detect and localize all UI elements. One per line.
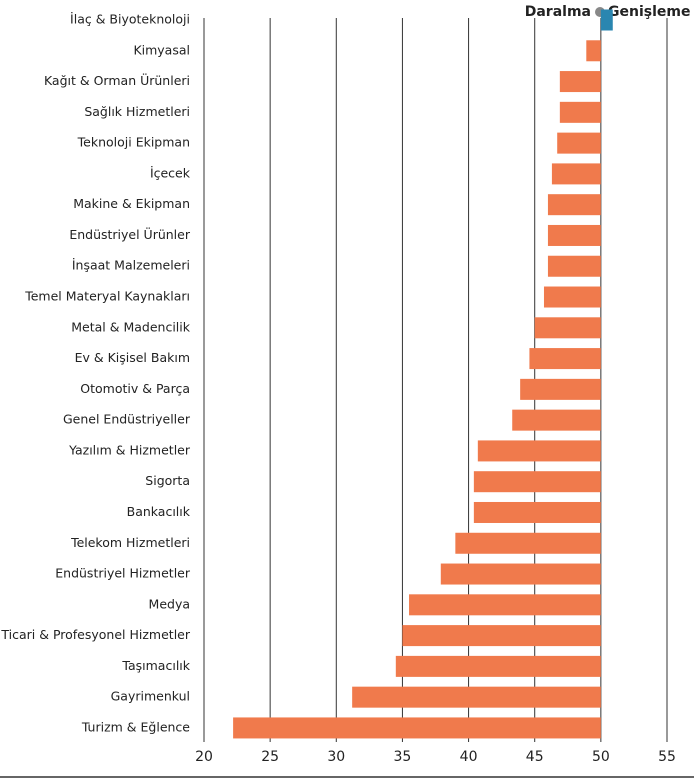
y-tick-label: Yazılım & Hizmetler [68,442,191,457]
bar [512,409,601,431]
y-tick-label: Metal & Madencilik [71,319,190,334]
y-tick-label: İlaç & Biyoteknoloji [70,12,190,27]
legend-above: Genişleme [608,4,690,20]
x-tick-label: 30 [327,749,345,765]
bar [600,9,613,31]
bar [233,717,601,739]
bar [534,317,601,339]
x-tick-label: 50 [592,749,610,765]
bar [547,255,601,277]
y-tick-label: Teknoloji Ekipman [77,135,190,150]
y-tick-label: Telekom Hizmetleri [70,535,190,550]
bar [440,563,601,585]
y-tick-label: Turizm & Eğlence [81,719,190,734]
bar [547,224,601,246]
bar [473,471,601,493]
y-tick-label: Kimyasal [133,42,190,57]
y-tick-label: İnşaat Malzemeleri [72,258,190,273]
bar [395,655,601,677]
y-tick-label: Medya [149,596,190,611]
y-tick-label: Sağlık Hizmetleri [84,104,190,119]
y-tick-label: Kağıt & Orman Ürünleri [44,72,190,88]
y-tick-label: Taşımacılık [121,658,190,673]
bar [409,594,601,616]
bar [547,194,601,216]
y-tick-label: Ticari & Profesyonel Hizmetler [0,627,190,642]
bar [473,501,601,523]
x-tick-label: 25 [261,749,279,765]
y-tick-label: Temel Materyal Kaynakları [24,289,190,304]
bar [529,348,601,370]
y-tick-label: Bankacılık [127,504,191,519]
bar [557,132,601,154]
y-tick-label: Gayrimenkul [111,689,190,704]
y-tick-label: İçecek [150,165,191,180]
bar [477,440,601,462]
bar [402,625,601,647]
y-tick-label: Endüstriyel Hizmetler [55,566,191,581]
y-tick-label: Ev & Kişisel Bakım [75,350,190,365]
y-tick-label: Makine & Ekipman [73,196,190,211]
x-tick-label: 20 [195,749,213,765]
y-tick-label: Sigorta [145,473,190,488]
y-tick-label: Otomotiv & Parça [80,381,190,396]
x-tick-label: 45 [526,749,544,765]
bar [455,532,601,554]
bar [352,686,601,708]
bar [559,101,601,123]
bar [520,378,601,400]
bar [543,286,601,308]
bar [586,40,601,62]
x-tick-label: 40 [460,749,478,765]
y-tick-label: Genel Endüstriyeller [63,412,191,427]
x-tick-label: 35 [394,749,412,765]
x-tick-label: 55 [658,749,676,765]
bar [551,163,601,185]
bar [559,71,601,93]
y-tick-label: Endüstriyel Ürünler [69,226,191,242]
legend-below: Daralma [525,4,591,20]
